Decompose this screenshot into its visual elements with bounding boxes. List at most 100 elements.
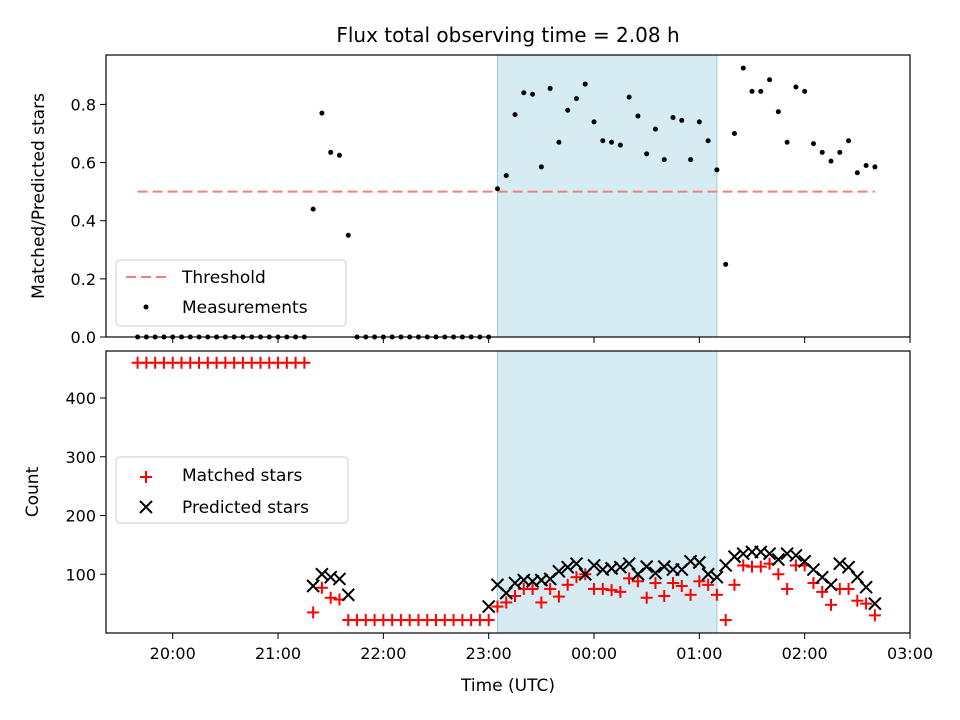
measurement-point: [670, 115, 676, 121]
measurement-point: [336, 152, 342, 158]
predicted-star-marker: [587, 558, 601, 573]
matched-star-marker: [596, 582, 609, 595]
matched-star-marker: [649, 577, 662, 590]
bottom-panel: 100 200 300 400 20:00 21:00 22:00 23:00 00:00 01…: [23, 350, 933, 696]
predicted-star-marker: [341, 588, 355, 602]
matched-star-marker: [667, 577, 680, 590]
x-tick-label: 21:00: [255, 644, 301, 663]
predicted-star-markers: [306, 545, 882, 614]
measurement-point: [521, 90, 527, 96]
matched-star-marker: [728, 578, 741, 591]
measurement-point: [591, 119, 597, 125]
top-panel: 0.00.20.40.60.8 Matched/Predicted stars …: [29, 54, 911, 347]
predicted-star-marker: [552, 564, 566, 579]
top-x-ticks: [172, 337, 911, 343]
matched-star-marker: [614, 585, 627, 598]
measurement-point: [661, 157, 667, 163]
y-tick-label: 400: [65, 389, 96, 408]
predicted-star-marker: [762, 546, 777, 561]
matched-star-marker: [315, 581, 328, 594]
y-tick-label: 0.0: [71, 328, 96, 347]
measurement-point: [626, 94, 632, 100]
measurement-point: [749, 88, 755, 94]
matched-star-marker: [640, 591, 653, 604]
measurement-point: [854, 170, 860, 176]
bottom-axes-frame: [105, 350, 911, 634]
predicted-star-marker: [639, 559, 654, 574]
top-legend: Threshold Measurements: [115, 259, 347, 327]
predicted-star-marker: [569, 556, 584, 571]
measurement-point: [872, 164, 878, 170]
top-axes-frame: [105, 54, 911, 338]
measurement-point: [582, 81, 588, 87]
measurement-point: [688, 157, 694, 163]
predicted-star-marker: [481, 599, 496, 614]
y-tick-label: 100: [65, 565, 96, 584]
measurement-point: [573, 96, 579, 102]
measurement-point: [802, 88, 808, 94]
predicted-star-marker: [613, 560, 628, 574]
measurement-point: [793, 84, 799, 90]
measurement-point: [319, 110, 325, 116]
measurement-point: [310, 206, 316, 212]
measurement-point: [819, 149, 825, 155]
matched-star-marker: [693, 575, 706, 588]
measurement-point: [679, 117, 685, 123]
bottom-legend: Matched stars Predicted stars: [115, 456, 349, 524]
legend-threshold-label: Threshold: [181, 268, 266, 288]
measurement-point: [705, 138, 711, 144]
matched-star-marker: [816, 585, 829, 598]
y-tick-label: 300: [65, 448, 96, 467]
top-legend-box: [115, 259, 347, 327]
matched-star-marker: [719, 614, 732, 627]
matched-star-marker: [737, 559, 750, 572]
measurement-point: [837, 149, 843, 155]
x-axis-label: Time (UTC): [460, 676, 555, 696]
bottom-x-ticks: 20:00 21:00 22:00 23:00 00:00 01:00 02:00 03:00: [150, 633, 933, 663]
measurement-point: [328, 149, 334, 155]
measurement-point: [512, 112, 518, 118]
measurement-point: [652, 126, 658, 132]
legend-predicted-label: Predicted stars: [182, 498, 309, 518]
measurement-point: [714, 167, 720, 173]
bottom-y-ticks: 100 200 300 400: [65, 389, 106, 584]
matched-star-marker: [675, 580, 688, 592]
matched-star-marker: [754, 560, 767, 573]
legend-measurements-swatch: [143, 304, 149, 310]
y-tick-label: 200: [65, 507, 96, 526]
x-tick-label: 22:00: [360, 644, 406, 663]
measurement-point: [547, 85, 553, 91]
matched-star-marker: [702, 578, 715, 591]
predicted-star-marker: [648, 566, 663, 580]
matched-star-marker: [509, 589, 522, 602]
measurement-point: [723, 261, 729, 267]
legend-predicted-swatch: [139, 500, 153, 514]
measurement-point: [556, 139, 562, 145]
matched-star-marker: [860, 597, 873, 610]
measurement-point: [494, 186, 500, 192]
matched-star-marker: [684, 588, 697, 601]
measurement-point: [863, 162, 869, 168]
measurement-point: [503, 173, 509, 179]
matched-star-marker: [781, 582, 794, 595]
matched-star-marker: [658, 589, 671, 602]
y-tick-label: 0.8: [71, 95, 96, 114]
measurement-point: [767, 77, 773, 83]
predicted-star-marker: [701, 567, 715, 581]
measurement-point: [609, 139, 615, 145]
predicted-star-marker: [692, 555, 707, 570]
matched-star-marker: [307, 606, 320, 619]
measurement-point: [696, 119, 702, 125]
predicted-star-marker: [622, 556, 636, 571]
matched-star-markers: [131, 356, 881, 627]
measurement-point: [345, 232, 351, 238]
matched-star-marker: [842, 582, 855, 595]
measurement-point: [846, 138, 852, 144]
matched-star-marker: [526, 582, 539, 595]
matched-star-marker: [491, 600, 504, 613]
x-tick-label: 01:00: [676, 644, 722, 663]
legend-measurements-label: Measurements: [182, 298, 308, 318]
measurement-point: [617, 142, 623, 148]
predicted-star-marker: [508, 576, 522, 590]
